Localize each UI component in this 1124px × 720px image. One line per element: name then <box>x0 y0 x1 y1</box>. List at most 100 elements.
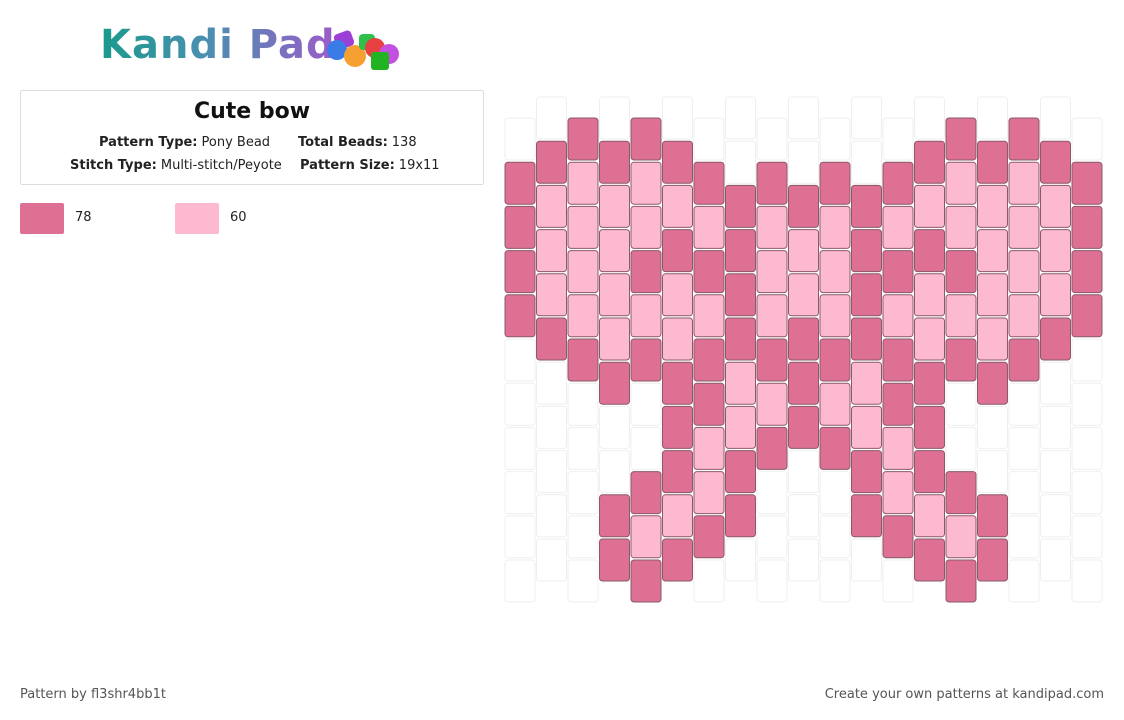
bead <box>599 273 630 317</box>
bead <box>536 229 567 273</box>
empty-bead <box>567 515 599 559</box>
bead <box>914 450 945 494</box>
bead <box>1008 117 1040 161</box>
bead <box>693 294 725 338</box>
empty-bead <box>914 96 945 140</box>
empty-bead <box>1071 338 1103 382</box>
bead <box>882 515 914 559</box>
field-value: Pony Bead <box>201 135 271 150</box>
bead <box>945 515 977 559</box>
empty-bead <box>567 382 599 426</box>
field: Total Beads: 138 <box>298 135 417 150</box>
bead <box>725 405 756 449</box>
bead <box>851 229 882 273</box>
bead <box>693 515 725 559</box>
bead <box>599 140 630 184</box>
bead <box>788 361 819 405</box>
bead <box>1008 338 1040 382</box>
empty-bead <box>536 96 567 140</box>
bead <box>756 205 788 249</box>
empty-bead <box>788 538 819 582</box>
bead <box>693 205 725 249</box>
empty-bead <box>819 471 851 515</box>
bead <box>882 205 914 249</box>
logo[interactable]: Kandi Pad <box>100 22 336 68</box>
bead <box>756 294 788 338</box>
bead <box>1040 184 1071 228</box>
bead <box>819 250 851 294</box>
bead <box>630 117 662 161</box>
field: Stitch Type: Multi-stitch/Peyote <box>70 158 282 173</box>
bead <box>788 273 819 317</box>
bead <box>788 405 819 449</box>
bead <box>851 317 882 361</box>
bead <box>504 161 536 205</box>
bead <box>630 471 662 515</box>
bead <box>1071 161 1103 205</box>
empty-bead <box>1071 515 1103 559</box>
bead <box>945 250 977 294</box>
empty-bead <box>599 450 630 494</box>
bead <box>819 205 851 249</box>
bead <box>693 471 725 515</box>
bead <box>662 140 693 184</box>
empty-bead <box>945 382 977 426</box>
empty-bead <box>693 117 725 161</box>
bead <box>788 317 819 361</box>
bead <box>599 229 630 273</box>
field-label: Pattern Type: <box>99 135 198 150</box>
bead <box>914 317 945 361</box>
empty-bead <box>1040 450 1071 494</box>
empty-bead <box>599 96 630 140</box>
empty-bead <box>851 538 882 582</box>
bead <box>536 273 567 317</box>
bead <box>945 117 977 161</box>
field: Pattern Size: 19x11 <box>300 158 440 173</box>
bead <box>819 161 851 205</box>
empty-bead <box>1040 405 1071 449</box>
bead <box>567 117 599 161</box>
bead <box>788 229 819 273</box>
bead <box>662 317 693 361</box>
bead <box>914 140 945 184</box>
field-value: Multi-stitch/Peyote <box>160 158 282 173</box>
bead <box>977 494 1008 538</box>
bead <box>1071 205 1103 249</box>
field-label: Pattern Size: <box>300 158 395 173</box>
bead <box>599 361 630 405</box>
bead <box>630 205 662 249</box>
bead <box>662 273 693 317</box>
bead <box>1040 140 1071 184</box>
footer-promo[interactable]: Create your own patterns at kandipad.com <box>824 687 1104 702</box>
empty-bead <box>1008 559 1040 603</box>
bead <box>1040 229 1071 273</box>
empty-bead <box>788 450 819 494</box>
bead <box>662 494 693 538</box>
bead <box>914 273 945 317</box>
empty-bead <box>788 494 819 538</box>
bead <box>630 559 662 603</box>
bead <box>819 338 851 382</box>
empty-bead <box>536 361 567 405</box>
bead <box>882 338 914 382</box>
bead <box>914 405 945 449</box>
bead <box>725 273 756 317</box>
bead <box>725 450 756 494</box>
bead <box>882 250 914 294</box>
bead <box>945 559 977 603</box>
bead <box>977 317 1008 361</box>
bead <box>1008 294 1040 338</box>
bead <box>819 382 851 426</box>
empty-bead <box>504 515 536 559</box>
field: Pattern Type: Pony Bead <box>99 135 270 150</box>
empty-bead <box>851 140 882 184</box>
bead <box>914 229 945 273</box>
empty-bead <box>819 515 851 559</box>
bead <box>945 471 977 515</box>
bead <box>851 361 882 405</box>
empty-bead <box>1008 471 1040 515</box>
empty-bead <box>630 382 662 426</box>
empty-bead <box>1008 382 1040 426</box>
bead <box>945 205 977 249</box>
